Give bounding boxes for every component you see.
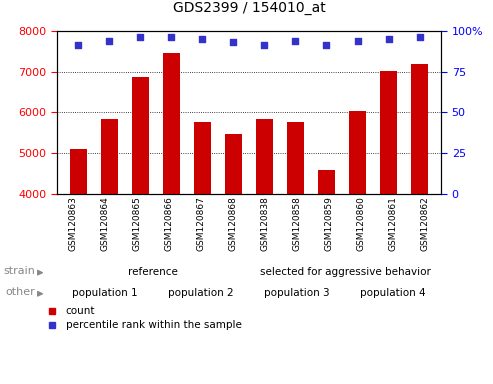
Bar xyxy=(380,71,397,357)
Text: GSM120865: GSM120865 xyxy=(132,196,141,251)
Point xyxy=(260,42,268,48)
Point xyxy=(168,34,176,40)
Bar xyxy=(70,149,87,357)
Point xyxy=(137,34,144,40)
Bar xyxy=(411,64,428,357)
Bar xyxy=(132,77,149,357)
Bar xyxy=(225,134,242,357)
Text: other: other xyxy=(5,287,35,297)
Point xyxy=(385,36,392,42)
Text: GSM120867: GSM120867 xyxy=(196,196,206,251)
Text: GDS2399 / 154010_at: GDS2399 / 154010_at xyxy=(173,2,325,15)
Text: population 3: population 3 xyxy=(264,288,330,298)
Text: GSM120863: GSM120863 xyxy=(68,196,77,251)
Point xyxy=(230,39,238,45)
Text: percentile rank within the sample: percentile rank within the sample xyxy=(66,320,242,330)
Text: GSM120862: GSM120862 xyxy=(421,196,430,251)
Bar xyxy=(163,53,180,357)
Text: selected for aggressive behavior: selected for aggressive behavior xyxy=(260,267,430,277)
Text: GSM120838: GSM120838 xyxy=(260,196,270,251)
Bar xyxy=(256,119,273,357)
Text: GSM120859: GSM120859 xyxy=(324,196,334,251)
Bar xyxy=(318,170,335,357)
Text: GSM120858: GSM120858 xyxy=(292,196,302,251)
Text: count: count xyxy=(66,306,95,316)
Text: GSM120866: GSM120866 xyxy=(164,196,174,251)
Text: strain: strain xyxy=(3,266,35,276)
Point xyxy=(106,37,113,43)
Point xyxy=(322,42,330,48)
Point xyxy=(199,36,207,42)
Bar xyxy=(349,111,366,357)
Point xyxy=(353,37,361,43)
Text: GSM120864: GSM120864 xyxy=(100,196,109,251)
Point xyxy=(291,37,299,43)
Bar xyxy=(101,119,118,357)
Text: population 4: population 4 xyxy=(360,288,426,298)
Bar xyxy=(287,122,304,357)
Point xyxy=(74,42,82,48)
Text: GSM120860: GSM120860 xyxy=(356,196,366,251)
Text: population 1: population 1 xyxy=(72,288,138,298)
Text: GSM120861: GSM120861 xyxy=(388,196,398,251)
Text: reference: reference xyxy=(128,267,178,277)
Text: population 2: population 2 xyxy=(168,288,234,298)
Text: GSM120868: GSM120868 xyxy=(228,196,238,251)
Point xyxy=(416,34,423,40)
Bar xyxy=(194,122,211,357)
